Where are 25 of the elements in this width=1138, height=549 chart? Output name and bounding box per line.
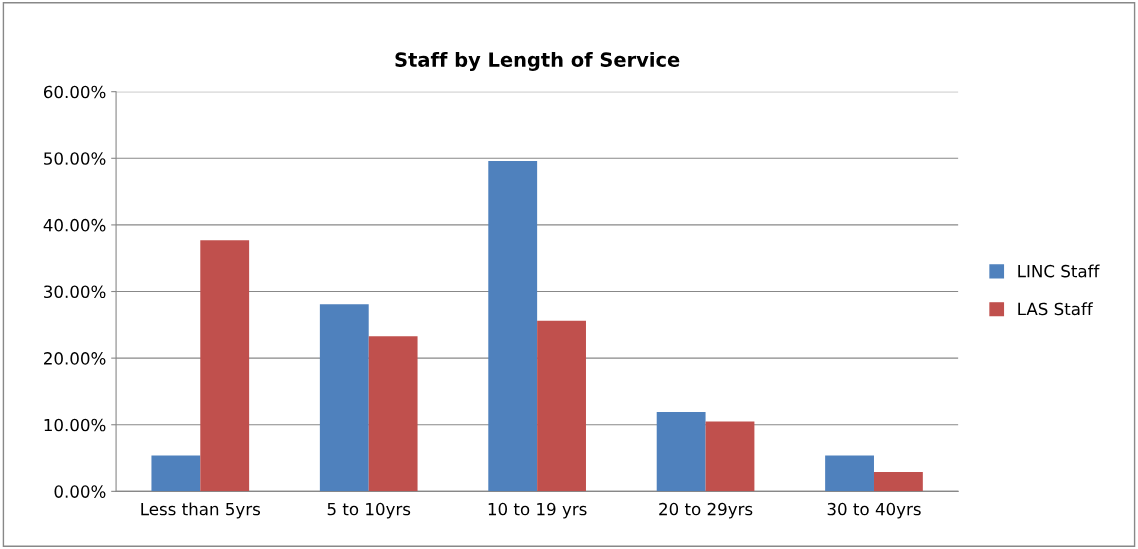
y-tick-label: 10.00% xyxy=(44,418,106,432)
bar xyxy=(873,472,923,492)
bar xyxy=(368,336,418,492)
x-tick-label: 30 to 40yrs xyxy=(827,502,921,519)
legend-label: LAS Staff xyxy=(1018,302,1094,316)
bar xyxy=(319,304,369,492)
bar xyxy=(705,421,755,492)
legend-label: LINC Staff xyxy=(1018,264,1100,278)
bar xyxy=(488,160,538,492)
y-tick-label: 50.00% xyxy=(44,152,106,165)
x-tick-label: 20 to 29yrs xyxy=(659,502,753,519)
bar xyxy=(151,455,201,492)
bar xyxy=(656,412,706,492)
y-tick-label: 20.00% xyxy=(44,352,106,365)
x-tick-label: Less than 5yrs xyxy=(141,502,261,519)
bar xyxy=(200,240,250,492)
y-tick-label: 60.00% xyxy=(43,85,106,99)
x-tick-label: 5 to 10yrs xyxy=(327,502,411,519)
x-tick-label: 10 to 19 yrs xyxy=(488,502,587,519)
chart-title: Staff by Length of Service xyxy=(395,51,680,71)
bar xyxy=(825,455,874,492)
bar xyxy=(537,320,586,492)
y-tick-label: 0.00% xyxy=(54,485,106,498)
y-tick-label: 40.00% xyxy=(43,218,106,232)
y-tick-label: 30.00% xyxy=(44,285,106,299)
